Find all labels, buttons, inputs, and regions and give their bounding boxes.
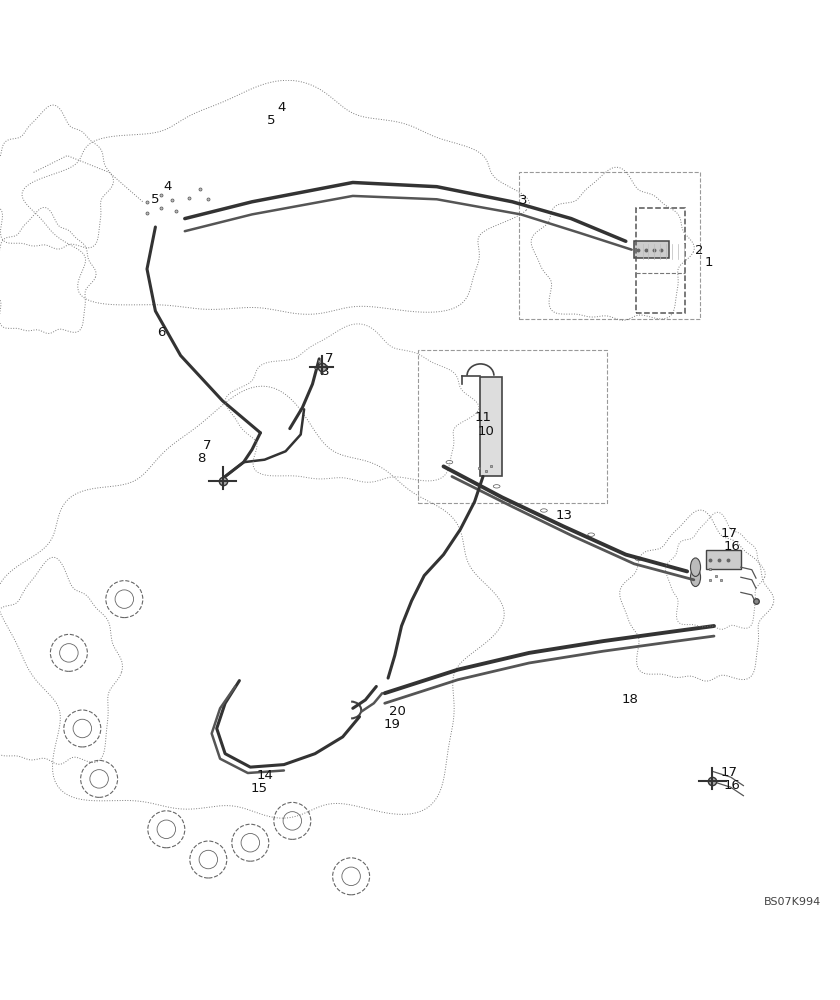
Text: 1: 1 <box>705 256 713 269</box>
Bar <box>634 241 669 258</box>
Text: 7: 7 <box>203 439 212 452</box>
Bar <box>636 208 685 313</box>
Text: 15: 15 <box>250 782 267 795</box>
Text: 5: 5 <box>151 193 160 206</box>
Text: 17: 17 <box>721 527 738 540</box>
Text: 16: 16 <box>724 540 741 553</box>
Text: 8: 8 <box>197 452 206 464</box>
Text: 3: 3 <box>519 194 528 207</box>
Ellipse shape <box>690 568 701 587</box>
Text: 2: 2 <box>696 244 704 257</box>
Text: 5: 5 <box>267 114 276 127</box>
Text: 13: 13 <box>556 509 573 522</box>
Text: 8: 8 <box>320 365 328 378</box>
Ellipse shape <box>690 558 701 576</box>
Bar <box>706 550 741 569</box>
Bar <box>480 377 502 476</box>
Text: 6: 6 <box>157 326 165 339</box>
Text: 17: 17 <box>721 766 738 780</box>
Bar <box>418 350 607 503</box>
Text: 20: 20 <box>389 705 406 718</box>
Text: 16: 16 <box>724 779 741 792</box>
Text: 4: 4 <box>277 101 286 114</box>
Text: 14: 14 <box>256 769 273 782</box>
Text: BS07K994: BS07K994 <box>764 897 822 907</box>
Bar <box>519 172 700 319</box>
Text: 7: 7 <box>325 352 333 365</box>
Text: 11: 11 <box>475 411 491 424</box>
Text: 10: 10 <box>477 425 494 438</box>
Text: 18: 18 <box>622 693 638 706</box>
Text: 4: 4 <box>164 180 172 193</box>
Text: 19: 19 <box>384 718 401 731</box>
